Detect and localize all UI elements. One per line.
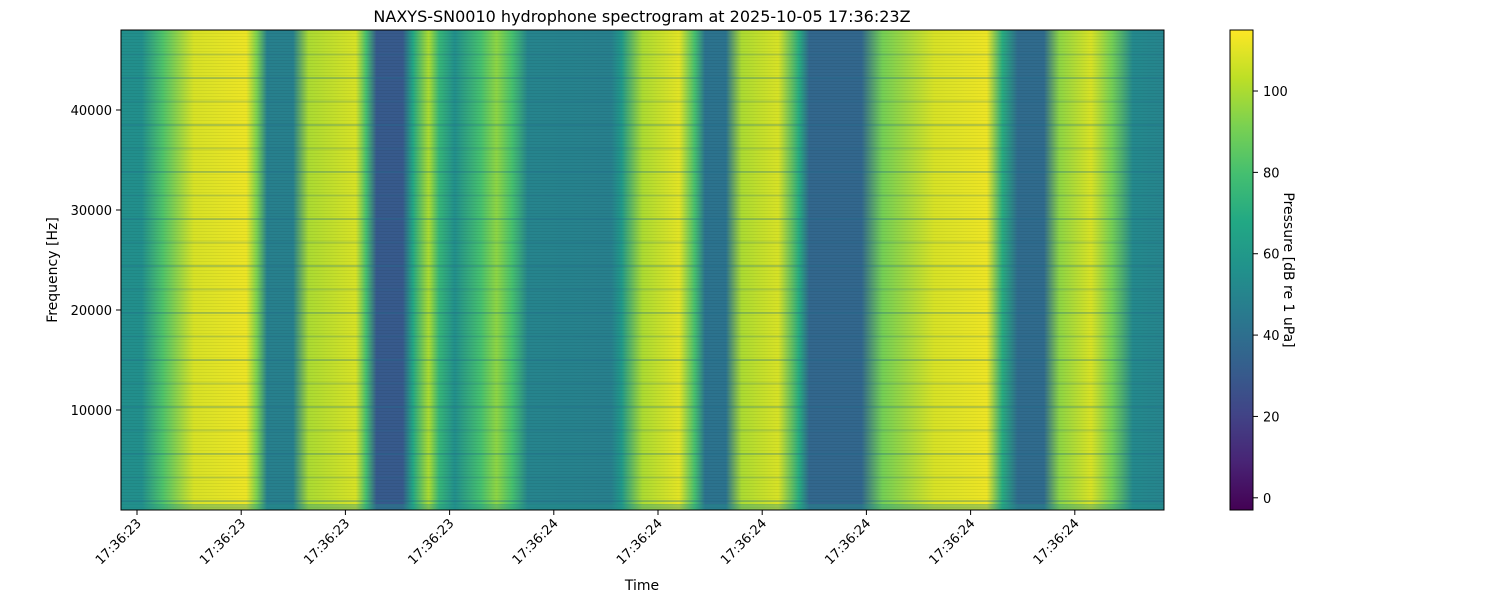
harmonic-band: [121, 218, 1164, 220]
y-tick-label: 10000: [71, 404, 112, 419]
harmonic-band: [121, 100, 1164, 103]
harmonic-band: [121, 476, 1164, 479]
harmonic-band: [121, 288, 1164, 291]
harmonic-band: [121, 335, 1164, 338]
colorbar-tick-label: 80: [1263, 166, 1280, 181]
chart-title: NAXYS-SN0010 hydrophone spectrogram at 2…: [373, 7, 910, 26]
colorbar-tick-label: 20: [1263, 410, 1280, 425]
plot-area: [120, 29, 1165, 511]
y-tick-label: 20000: [71, 304, 112, 319]
x-tick-label: 17:36:23: [406, 516, 458, 568]
x-tick-label: 17:36:24: [718, 516, 770, 568]
x-tick-label: 17:36:24: [822, 516, 874, 568]
y-tick-label: 40000: [71, 104, 112, 119]
colorbar: 0 20 40 60 80 100 Pressure [dB re 1 uPa]: [1229, 29, 1296, 511]
harmonic-band: [121, 429, 1164, 432]
harmonic-band: [121, 265, 1164, 267]
colorbar-frame: [1229, 29, 1254, 511]
harmonic-bands: [121, 53, 1164, 510]
harmonic-band: [121, 359, 1164, 361]
harmonic-band: [121, 312, 1164, 314]
y-tick-label: 30000: [71, 204, 112, 219]
harmonic-band: [121, 147, 1164, 150]
y-axis-label: Frequency [Hz]: [45, 217, 61, 323]
harmonic-band: [121, 194, 1164, 197]
x-tick-label: 17:36:24: [510, 516, 562, 568]
x-axis-label: Time: [624, 578, 659, 594]
harmonic-band: [121, 453, 1164, 455]
x-tick-label: 17:36:23: [93, 516, 145, 568]
harmonic-band: [121, 500, 1164, 502]
x-tick-label: 17:36:23: [301, 516, 353, 568]
low-frequency-strip: [121, 504, 1164, 510]
harmonic-band: [121, 171, 1164, 173]
x-tick-label: 17:36:24: [927, 516, 979, 568]
colorbar-tick-label: 40: [1263, 329, 1280, 344]
plot-frame: [120, 29, 1165, 511]
x-axis: 17:36:23 17:36:23 17:36:23 17:36:23 17:36:24…: [93, 510, 1083, 568]
colorbar-gradient: [1230, 30, 1253, 510]
x-tick-label: 17:36:23: [197, 516, 249, 568]
colorbar-tick-label: 0: [1263, 492, 1271, 507]
harmonic-band: [121, 53, 1164, 56]
x-tick-label: 17:36:24: [1031, 516, 1083, 568]
harmonic-band: [121, 406, 1164, 408]
harmonic-band: [121, 382, 1164, 385]
harmonic-band: [121, 77, 1164, 79]
colorbar-label: Pressure [dB re 1 uPa]: [1280, 192, 1296, 347]
harmonic-band: [121, 241, 1164, 244]
colorbar-ticks: 0 20 40 60 80 100: [1253, 85, 1288, 507]
colorbar-tick-label: 60: [1263, 248, 1280, 263]
colorbar-tick-label: 100: [1263, 85, 1288, 100]
spectrogram-texture: [121, 30, 1164, 510]
y-axis: 10000 20000 30000 40000: [71, 104, 121, 419]
x-tick-label: 17:36:24: [614, 516, 666, 568]
harmonic-band: [121, 124, 1164, 126]
